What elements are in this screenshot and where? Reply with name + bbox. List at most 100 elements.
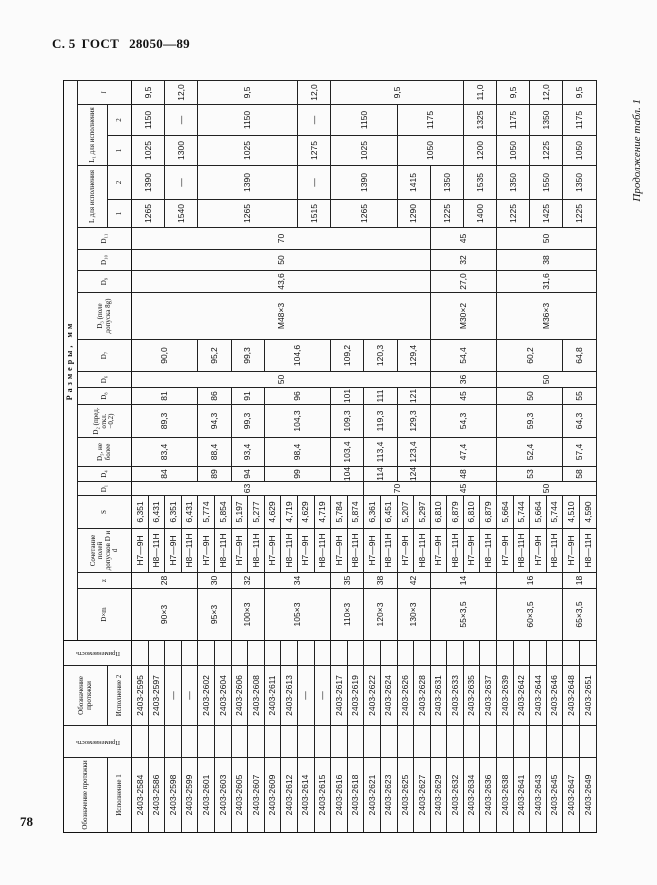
cell-d4: 58 bbox=[563, 466, 597, 481]
cell-applicability-2 bbox=[430, 640, 448, 665]
cell-l1-2: 1175 bbox=[563, 104, 597, 135]
cell-s: 4,629 bbox=[264, 495, 282, 528]
cell-z: 16 bbox=[497, 572, 564, 588]
header-L1: L₁ для исполнения bbox=[78, 104, 108, 165]
cell-d11: 50 bbox=[497, 227, 597, 249]
header-L-variant-2: 2 bbox=[108, 165, 132, 199]
cell-l1-1: 1300 bbox=[165, 135, 199, 165]
cell-s: 4,719 bbox=[314, 495, 332, 528]
cell-d4: 124 bbox=[397, 466, 431, 481]
header-variant-1: Исполнение 1 bbox=[108, 757, 132, 832]
cell-l-1: 1225 bbox=[563, 199, 597, 227]
cell-applicability-1 bbox=[181, 725, 199, 757]
cell-d7: 95,2 bbox=[198, 339, 232, 371]
cell-applicability-2 bbox=[314, 640, 332, 665]
cell-dxm: 95×3 bbox=[198, 588, 232, 640]
cell-applicability-2 bbox=[530, 640, 547, 665]
cell-s: 5,664 bbox=[497, 495, 514, 528]
cell-dxm: 60×3,5 bbox=[497, 588, 564, 640]
cell-designation-variant-1: 2403-2634 bbox=[463, 757, 481, 832]
cell-designation-variant-1: 2403-2603 bbox=[214, 757, 232, 832]
cell-applicability-1 bbox=[580, 725, 597, 757]
header-applicability-2: Применяемость bbox=[64, 640, 132, 665]
cell-tolerance: H7—9H bbox=[463, 528, 481, 572]
cell-designation-variant-2: 2403-2631 bbox=[430, 665, 448, 725]
cell-l1-1: 1200 bbox=[463, 135, 498, 165]
cell-designation-variant-2: — bbox=[314, 665, 332, 725]
header-l: l bbox=[78, 80, 132, 104]
cell-tolerance: H7—9H bbox=[132, 528, 149, 572]
header-L1-variant-2: 2 bbox=[108, 104, 132, 135]
cell-d9: 31,6 bbox=[497, 270, 597, 292]
cell-applicability-1 bbox=[331, 725, 348, 757]
cell-l: 12,0 bbox=[297, 80, 332, 104]
cell-designation-variant-1: 2403-2615 bbox=[314, 757, 332, 832]
cell-l1-2: 1175 bbox=[397, 104, 464, 135]
cell-dxm: 65×3,5 bbox=[563, 588, 597, 640]
cell-designation-variant-2: 2403-2639 bbox=[497, 665, 514, 725]
cell-tolerance: H8—11H bbox=[181, 528, 199, 572]
cell-l1-1: 1275 bbox=[297, 135, 332, 165]
header-d6: D₆ bbox=[78, 371, 132, 387]
cell-d2: 109,3 bbox=[331, 404, 365, 437]
header-s: S bbox=[78, 495, 132, 528]
cell-applicability-2 bbox=[165, 640, 182, 665]
cell-applicability-1 bbox=[281, 725, 298, 757]
cell-tolerance: H7—9H bbox=[397, 528, 415, 572]
cell-applicability-1 bbox=[447, 725, 464, 757]
cell-d4: 53 bbox=[497, 466, 564, 481]
header-d10: D₁₀ bbox=[78, 249, 132, 270]
cell-tolerance: H7—9H bbox=[563, 528, 581, 572]
cell-dxm: 120×3 bbox=[364, 588, 398, 640]
cell-d7: 60,2 bbox=[497, 339, 564, 371]
cell-applicability-1 bbox=[430, 725, 448, 757]
cell-designation-variant-2: 2403-2617 bbox=[331, 665, 348, 725]
cell-applicability-2 bbox=[513, 640, 531, 665]
table-continuation-label: Продолжение табл. 1 bbox=[631, 99, 643, 202]
cell-d5: 103,4 bbox=[331, 437, 365, 466]
header-d3: D₃ (поле допуска 8g) bbox=[78, 292, 132, 339]
cell-applicability-1 bbox=[397, 725, 415, 757]
cell-applicability-1 bbox=[497, 725, 514, 757]
cell-l-1: 1225 bbox=[497, 199, 531, 227]
cell-l1-2: 1175 bbox=[497, 104, 531, 135]
cell-d3: M36×3 bbox=[497, 292, 597, 339]
cell-tolerance: H8—11H bbox=[281, 528, 298, 572]
cell-l1-2: 1350 bbox=[530, 104, 564, 135]
cell-l: 9,5 bbox=[132, 80, 166, 104]
cell-tolerance: H7—9H bbox=[297, 528, 315, 572]
cell-tolerance: H7—9H bbox=[198, 528, 215, 572]
cell-s: 5,744 bbox=[546, 495, 564, 528]
cell-d5: 98,4 bbox=[264, 437, 332, 466]
rotated-table-block: Обозначение протяжки Исполнение 1 Примен… bbox=[63, 80, 657, 833]
cell-applicability-1 bbox=[297, 725, 315, 757]
cell-l1-2: 1150 bbox=[132, 104, 166, 135]
cell-applicability-2 bbox=[281, 640, 298, 665]
cell-d8: 86 bbox=[198, 387, 232, 404]
cell-s: 5,744 bbox=[513, 495, 531, 528]
cell-l1-1: 1050 bbox=[497, 135, 531, 165]
cell-d7: 129,4 bbox=[397, 339, 431, 371]
cell-applicability-2 bbox=[497, 640, 514, 665]
cell-dxm: 90×3 bbox=[132, 588, 199, 640]
header-d2: D₂ (пред. откл. −0,2) bbox=[78, 404, 132, 437]
cell-l: 9,5 bbox=[331, 80, 464, 104]
cell-d2: 94,3 bbox=[198, 404, 232, 437]
cell-d11: 70 bbox=[132, 227, 431, 249]
cell-d6: 50 bbox=[497, 371, 597, 387]
cell-l-1: 1515 bbox=[297, 199, 332, 227]
cell-tolerance: H8—11H bbox=[580, 528, 597, 572]
cell-designation-variant-1: 2403-2632 bbox=[447, 757, 464, 832]
cell-dxm: 100×3 bbox=[231, 588, 265, 640]
cell-applicability-1 bbox=[513, 725, 531, 757]
cell-l1-2: 1150 bbox=[198, 104, 298, 135]
cell-dxm: 110×3 bbox=[331, 588, 365, 640]
cell-d1: 70 bbox=[364, 481, 431, 495]
cell-d6: 36 bbox=[430, 371, 498, 387]
cell-tolerance: H7—9H bbox=[231, 528, 249, 572]
cell-d1: 63 bbox=[132, 481, 365, 495]
cell-applicability-1 bbox=[414, 725, 431, 757]
dimensions-table: Обозначение протяжки Исполнение 1 Примен… bbox=[63, 80, 597, 833]
cell-applicability-2 bbox=[148, 640, 166, 665]
cell-s: 6,351 bbox=[132, 495, 149, 528]
